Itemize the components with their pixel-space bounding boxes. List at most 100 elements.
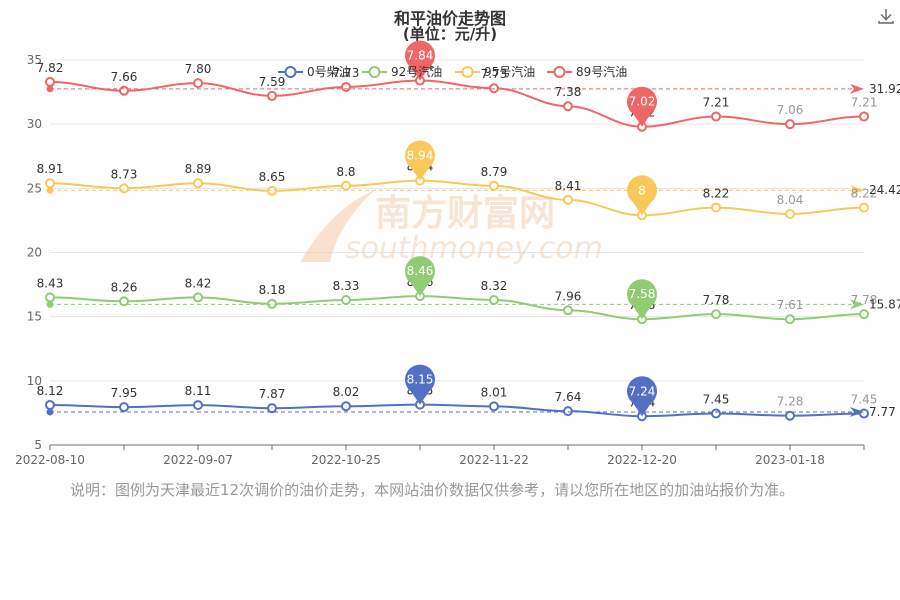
y-tick-label: 35 (27, 53, 42, 67)
legend-marker (461, 66, 474, 78)
y-tick-label: 25 (27, 181, 42, 195)
data-point (341, 401, 351, 412)
data-label: 7.21 (703, 95, 730, 109)
x-tick-label: 2022-12-20 (607, 453, 677, 467)
data-label: 8.41 (555, 179, 582, 193)
avg-label: 24.42 (869, 183, 900, 197)
data-label: 7.78 (851, 293, 878, 307)
series-line-4 (49, 79, 865, 128)
data-point (45, 76, 55, 87)
legend-marker (368, 66, 381, 78)
data-point (341, 294, 351, 305)
data-label: 8.12 (37, 384, 64, 398)
data-label: 7.96 (555, 289, 582, 303)
legend-label: 0号柴油 (307, 65, 351, 79)
series-line-2 (49, 295, 865, 321)
avg-label: 15.87 (869, 297, 900, 311)
x-tick-label: 2023-01-18 (755, 453, 825, 467)
max-pin: 8.94 (405, 140, 436, 181)
pin-label: 8.94 (407, 149, 434, 163)
data-label: 7.87 (259, 387, 286, 401)
legend-label: 92号汽油 (391, 64, 442, 79)
data-point (119, 183, 129, 194)
data-label: 7.59 (259, 75, 286, 89)
data-label: 7.45 (703, 393, 730, 407)
data-label: 7.21 (851, 95, 878, 109)
data-point (193, 178, 203, 189)
chart-title: 和平油价走势图 (393, 9, 506, 28)
legend-label: 89号汽油 (576, 64, 627, 79)
legend-item-2[interactable]: 92号汽油 (362, 64, 442, 79)
data-label: 8.91 (37, 162, 64, 176)
data-point (267, 298, 277, 309)
pin-label: 7.24 (629, 384, 656, 398)
data-label: 8.73 (111, 167, 138, 181)
data-point (563, 194, 573, 205)
data-point (859, 309, 869, 320)
pin-shape (405, 140, 436, 181)
data-label: 7.66 (111, 70, 138, 84)
data-point (45, 292, 55, 303)
x-tick-label: 2022-11-22 (459, 453, 529, 467)
pin-shape (627, 86, 657, 127)
data-point (193, 400, 203, 411)
data-point (341, 81, 351, 92)
min-pin: 8 (627, 175, 657, 216)
pin-shape (627, 175, 657, 216)
legend-item-1[interactable]: 0号柴油 (278, 65, 351, 79)
avg-label: 7.77 (869, 405, 896, 419)
watermark-text: 南方财富网 (375, 192, 555, 234)
data-point (45, 399, 55, 410)
legend-item-4[interactable]: 89号汽油 (547, 64, 627, 79)
data-point (711, 309, 721, 320)
data-label: 8.22 (703, 187, 730, 201)
pin-label: 7.58 (629, 287, 656, 301)
legend-marker (553, 66, 566, 78)
data-label: 8.02 (333, 385, 360, 399)
data-point (859, 111, 869, 122)
legend-marker (284, 66, 297, 78)
data-point (341, 180, 351, 191)
min-pin: 7.24 (627, 376, 658, 417)
y-tick-label: 30 (27, 117, 42, 131)
avg-arrow (850, 406, 864, 417)
data-label: 8.43 (37, 276, 64, 290)
data-point (119, 402, 129, 413)
download-icon[interactable] (876, 6, 896, 26)
data-point (785, 119, 795, 130)
legend-item-3[interactable]: 95号汽油 (455, 64, 535, 79)
data-label: 7.38 (555, 85, 582, 99)
data-point (489, 401, 499, 412)
data-point (785, 314, 795, 325)
pin-shape (405, 256, 436, 297)
data-label: 7.78 (703, 293, 730, 307)
legend-label: 95号汽油 (484, 64, 535, 79)
max-pin: 7.84 (405, 40, 436, 81)
data-point (267, 185, 277, 196)
data-point (711, 111, 721, 122)
data-point (563, 305, 573, 316)
data-label: 8.18 (259, 283, 286, 297)
x-tick-label: 2022-09-07 (163, 453, 233, 467)
pin-label: 8 (638, 183, 646, 197)
data-label: 7.61 (777, 298, 804, 312)
watermark-logo (300, 190, 375, 262)
data-point (267, 403, 277, 414)
y-tick-label: 15 (27, 310, 42, 324)
data-point (193, 292, 203, 303)
watermark-url: southmoney.com (345, 231, 603, 266)
series-line-1 (49, 403, 865, 418)
chart-subtitle: (单位：元/升) (402, 25, 498, 43)
data-point (785, 410, 795, 421)
y-tick-label: 10 (27, 374, 42, 388)
data-label: 7.45 (851, 393, 878, 407)
data-point (785, 209, 795, 219)
pin-shape (405, 40, 436, 81)
data-point (489, 83, 499, 94)
data-label: 8.01 (481, 385, 508, 399)
pin-label: 8.15 (407, 373, 434, 387)
data-point (193, 78, 203, 89)
data-label: 7.82 (37, 61, 64, 75)
data-label: 8.65 (259, 170, 286, 184)
